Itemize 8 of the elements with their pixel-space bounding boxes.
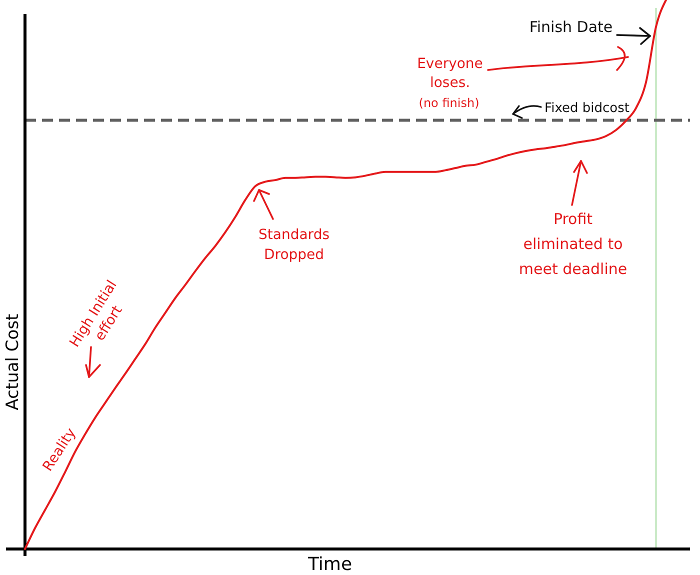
ref-line-label: Fixed bidcost (544, 101, 630, 116)
annotation: (no finish) (418, 96, 480, 110)
y-axis-title: Actual Cost (3, 313, 23, 410)
annotation: Everyone loses. (417, 56, 483, 91)
annotation: Finish Date (529, 18, 613, 36)
x-axis-title: Time (306, 554, 352, 575)
annotation: Profit eliminated to meet deadline (518, 210, 628, 278)
annotation: Standards Dropped (258, 227, 330, 263)
